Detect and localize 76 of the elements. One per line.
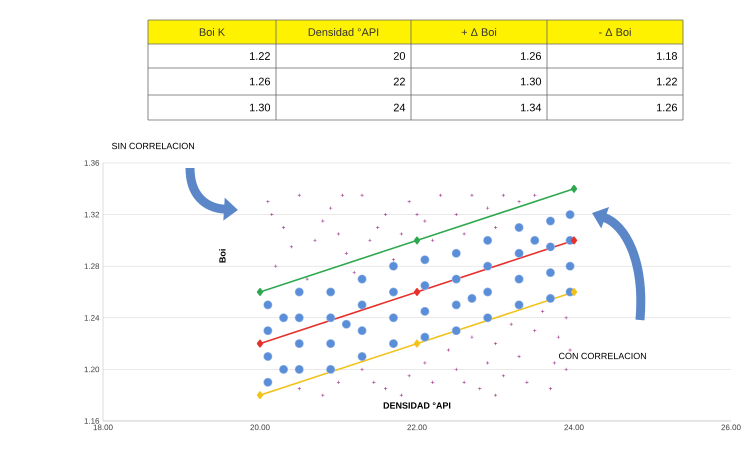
point bbox=[514, 222, 524, 232]
point bbox=[420, 306, 430, 316]
point bbox=[452, 248, 461, 258]
point bbox=[358, 274, 367, 284]
point bbox=[294, 287, 304, 296]
point bbox=[263, 300, 272, 310]
point bbox=[483, 287, 492, 296]
text: 1.18 bbox=[656, 52, 677, 60]
point bbox=[452, 274, 461, 284]
point bbox=[326, 364, 336, 374]
point bbox=[414, 236, 420, 244]
point bbox=[546, 294, 555, 303]
point bbox=[566, 210, 575, 220]
point bbox=[570, 236, 578, 244]
point bbox=[326, 313, 336, 322]
y-axis-title: Boi bbox=[219, 249, 226, 262]
point bbox=[358, 300, 367, 310]
point bbox=[420, 255, 430, 264]
text: 1.26 bbox=[250, 78, 270, 86]
annotation: CON CORRELACION bbox=[558, 352, 646, 360]
point bbox=[279, 313, 288, 322]
point bbox=[256, 288, 264, 296]
point bbox=[279, 364, 288, 374]
text: 1.26 bbox=[656, 104, 677, 112]
point bbox=[263, 378, 272, 387]
point bbox=[388, 262, 398, 271]
point bbox=[358, 326, 367, 336]
point bbox=[566, 262, 575, 271]
point bbox=[483, 236, 492, 245]
point bbox=[263, 352, 272, 361]
point bbox=[514, 248, 524, 258]
point bbox=[294, 313, 304, 322]
text: 20 bbox=[394, 52, 406, 60]
text: 1.30 bbox=[520, 78, 542, 86]
text: 22 bbox=[394, 78, 405, 86]
point bbox=[326, 287, 336, 296]
point bbox=[452, 300, 461, 310]
text: - Δ Boi bbox=[599, 28, 631, 36]
point bbox=[414, 288, 420, 296]
point bbox=[326, 339, 336, 348]
text: 1.30 bbox=[250, 104, 270, 112]
point bbox=[420, 332, 430, 342]
text: 1.26 bbox=[520, 52, 541, 60]
text: 1.22 bbox=[250, 52, 270, 60]
text: 24 bbox=[394, 104, 406, 112]
point bbox=[414, 340, 420, 348]
point bbox=[570, 184, 578, 193]
text: Boi K bbox=[200, 28, 225, 36]
point bbox=[256, 391, 264, 400]
point bbox=[483, 313, 492, 322]
point bbox=[546, 242, 555, 252]
point bbox=[263, 326, 272, 336]
point bbox=[546, 216, 555, 226]
point bbox=[256, 340, 264, 348]
point bbox=[514, 300, 524, 310]
point bbox=[467, 294, 476, 303]
point bbox=[420, 281, 430, 290]
point bbox=[388, 313, 398, 322]
point bbox=[358, 352, 367, 361]
point bbox=[388, 287, 398, 296]
point bbox=[514, 274, 524, 284]
point bbox=[342, 320, 351, 329]
point bbox=[388, 339, 398, 348]
point bbox=[294, 339, 304, 348]
x-axis-title: DENSIDAD °API bbox=[384, 402, 450, 409]
text: Densidad °API bbox=[308, 28, 378, 36]
text: + Δ Boi bbox=[462, 28, 496, 36]
text: 1.34 bbox=[520, 104, 542, 112]
point bbox=[483, 262, 492, 271]
text: SIN CORRELACION bbox=[112, 142, 194, 150]
point bbox=[294, 364, 304, 374]
point bbox=[530, 236, 540, 245]
point bbox=[546, 268, 555, 278]
text: 1.22 bbox=[656, 78, 677, 86]
point bbox=[452, 326, 461, 336]
point bbox=[570, 288, 578, 296]
